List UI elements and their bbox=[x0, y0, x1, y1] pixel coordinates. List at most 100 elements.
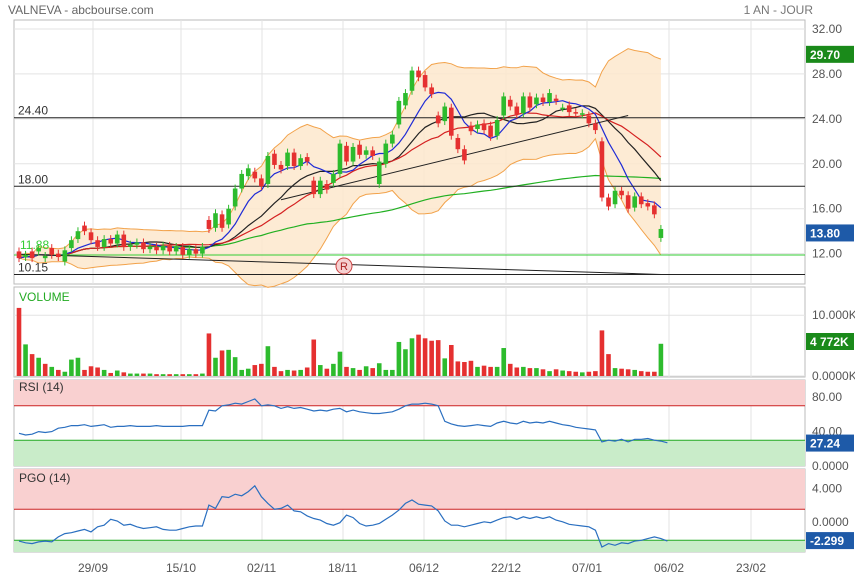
volume-bar bbox=[95, 367, 100, 376]
candle-body bbox=[36, 248, 41, 252]
volume-bar bbox=[363, 366, 369, 376]
period-selector[interactable]: 1 AN - JOUR bbox=[743, 3, 813, 17]
volume-bar bbox=[311, 339, 317, 376]
candle-body bbox=[422, 75, 428, 88]
volume-bar bbox=[206, 333, 212, 376]
volume-bar bbox=[370, 368, 375, 376]
volume-bar bbox=[141, 373, 146, 376]
candle-body bbox=[141, 242, 146, 250]
x-tick-label: 07/01 bbox=[572, 561, 602, 575]
candle-body bbox=[449, 107, 454, 136]
pgo-tick-label: 4.000 bbox=[812, 481, 842, 495]
candle-body bbox=[403, 93, 408, 106]
candle-body bbox=[396, 100, 402, 125]
candle-body bbox=[573, 112, 579, 114]
volume-bar bbox=[553, 369, 559, 376]
candle-body bbox=[337, 143, 343, 174]
volume-bar bbox=[245, 368, 251, 376]
volume-bar bbox=[180, 374, 186, 376]
candle-body bbox=[252, 171, 258, 179]
candle-body bbox=[134, 242, 140, 245]
candle-body bbox=[272, 153, 277, 165]
candle-body bbox=[442, 106, 448, 122]
rsi-tick-label: 0.0000 bbox=[812, 459, 849, 473]
candle-body bbox=[560, 107, 565, 110]
candle-body bbox=[586, 115, 592, 124]
volume-bar bbox=[337, 351, 343, 376]
volume-last-box bbox=[806, 333, 854, 350]
candle-body bbox=[593, 123, 598, 131]
candle-body bbox=[278, 164, 284, 170]
candle-body bbox=[62, 250, 68, 262]
volume-bar bbox=[560, 370, 565, 376]
volume-bar bbox=[632, 369, 637, 376]
volume-bar bbox=[291, 370, 297, 376]
candle-body bbox=[632, 196, 637, 208]
volume-bar bbox=[422, 338, 428, 376]
volume-bar bbox=[259, 363, 264, 376]
volume-tick-label: 0.0000K bbox=[812, 369, 855, 383]
volume-bar bbox=[128, 373, 133, 376]
candle-body bbox=[101, 239, 107, 247]
volume-bar bbox=[187, 374, 192, 376]
volume-bar bbox=[462, 362, 467, 376]
candle-body bbox=[121, 234, 127, 247]
candle-body bbox=[311, 180, 317, 195]
panel-frame bbox=[13, 286, 806, 378]
candle-body bbox=[455, 137, 461, 150]
x-tick-label: 06/12 bbox=[409, 561, 439, 575]
candle-body bbox=[200, 246, 205, 254]
volume-bar bbox=[390, 369, 395, 376]
candle-body bbox=[180, 246, 186, 255]
volume-bar bbox=[599, 330, 605, 376]
pgo-lower-band bbox=[14, 540, 805, 552]
y-tick-label: 20.00 bbox=[812, 157, 842, 171]
volume-bar bbox=[547, 371, 552, 376]
candle-body bbox=[259, 178, 264, 187]
candle-body bbox=[304, 157, 310, 162]
candle-body bbox=[331, 173, 336, 183]
overbought-band bbox=[14, 380, 805, 406]
volume-bar bbox=[304, 367, 310, 376]
volume-bar bbox=[226, 349, 231, 376]
volume-bar bbox=[429, 340, 434, 376]
candle-body bbox=[350, 146, 356, 162]
volume-bar bbox=[108, 372, 113, 376]
candle-body bbox=[363, 150, 369, 155]
candle-body bbox=[82, 225, 87, 232]
volume-bar bbox=[409, 338, 415, 376]
candle-body bbox=[435, 115, 441, 124]
candle-body bbox=[154, 246, 159, 251]
volume-bar bbox=[331, 363, 336, 376]
volume-title: VOLUME bbox=[19, 290, 70, 304]
candle-body bbox=[206, 219, 212, 229]
candle-body bbox=[534, 97, 539, 105]
candle-body bbox=[193, 249, 199, 254]
candle-body bbox=[108, 239, 113, 244]
rsi-title: RSI (14) bbox=[19, 380, 64, 394]
volume-bar bbox=[82, 369, 87, 376]
rsi-line bbox=[18, 398, 668, 444]
pgo-tick-label: 0.0000 bbox=[812, 515, 849, 529]
candle-body bbox=[540, 97, 546, 103]
candle-body bbox=[501, 96, 506, 116]
candle-body bbox=[95, 240, 100, 247]
volume-bar bbox=[403, 349, 408, 376]
volume-bar bbox=[134, 373, 140, 376]
volume-bar bbox=[252, 365, 258, 376]
candle-body bbox=[390, 134, 395, 144]
volume-bar bbox=[344, 366, 349, 376]
candle-body bbox=[370, 150, 375, 156]
candle-body bbox=[481, 123, 487, 131]
candle-body bbox=[88, 232, 94, 241]
candle-body bbox=[285, 152, 290, 167]
event-marker bbox=[335, 257, 353, 275]
candle-body bbox=[409, 70, 415, 91]
pgo-last-box bbox=[806, 532, 854, 550]
volume-bar bbox=[416, 334, 421, 376]
candle-body bbox=[566, 105, 572, 113]
candle-body bbox=[173, 246, 179, 252]
candle-body bbox=[547, 93, 552, 103]
candle-body bbox=[580, 113, 585, 115]
